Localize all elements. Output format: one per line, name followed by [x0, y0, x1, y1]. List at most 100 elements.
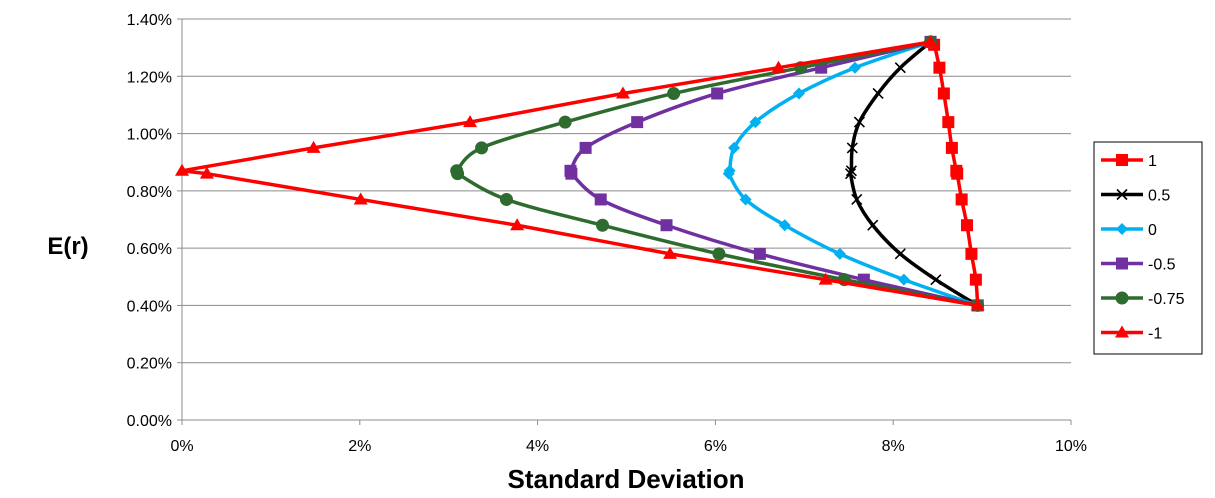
data-point [711, 87, 724, 100]
data-point [853, 116, 865, 128]
legend-entry: -0.75 [1101, 291, 1185, 308]
data-point [660, 219, 673, 232]
data-point [897, 273, 910, 286]
data-point [739, 193, 752, 206]
data-point [867, 219, 879, 231]
data-point [930, 274, 942, 286]
data-point [933, 61, 946, 74]
x-tick-label: 0% [170, 438, 193, 455]
data-point [950, 164, 963, 177]
legend-label: -0.5 [1148, 257, 1176, 274]
tick-labels: 0.00% 0.20% 0.40% 0.60% 0.80% 1.00% 1.20% 1.40%… [127, 12, 1087, 455]
data-point [175, 163, 189, 176]
data-point [945, 141, 958, 154]
legend-label: -0.75 [1148, 291, 1185, 308]
data-point [510, 218, 525, 231]
data-point [564, 164, 577, 177]
data-point [937, 87, 950, 100]
legend-marker [1116, 154, 1128, 166]
data-point [778, 219, 791, 232]
legend-marker [1115, 291, 1129, 305]
data-point [970, 298, 985, 311]
legend-label: 0 [1148, 222, 1157, 239]
legend-label: -1 [1148, 326, 1162, 343]
y-tick-label: 1.00% [127, 127, 172, 144]
data-point [450, 164, 464, 178]
y-tick-label: 0.60% [127, 241, 172, 258]
series--0.75 [450, 35, 985, 312]
data-point [851, 193, 863, 206]
data-point [846, 142, 858, 154]
data-point [594, 193, 607, 206]
data-point [663, 246, 678, 259]
x-axis-title: Standard Deviation [508, 464, 745, 494]
legend-entry: 0 [1101, 222, 1157, 239]
legend-marker [1116, 188, 1128, 201]
x-tick-label: 6% [704, 438, 727, 455]
data-point [595, 218, 609, 232]
data-point [558, 115, 572, 129]
data-point [844, 168, 857, 180]
data-point [894, 62, 906, 74]
data-point [848, 61, 861, 74]
legend-marker [1116, 257, 1128, 270]
axes [177, 18, 1072, 425]
y-axis-title: E(r) [47, 233, 88, 260]
series--0.5 [564, 35, 984, 312]
series-layer [175, 34, 985, 312]
y-tick-label: 0.40% [127, 298, 172, 315]
legend-label: 1 [1148, 153, 1157, 170]
data-point [833, 247, 846, 260]
data-point [463, 115, 478, 128]
data-point [771, 60, 786, 73]
data-point [199, 166, 214, 179]
x-tick-label: 10% [1055, 438, 1087, 455]
data-point [306, 140, 321, 153]
series-1 [924, 35, 984, 312]
data-point [818, 272, 833, 285]
data-point [712, 247, 726, 261]
data-point [894, 248, 906, 260]
data-point [631, 116, 644, 129]
y-tick-label: 0.00% [127, 413, 172, 430]
series-line [450, 40, 978, 308]
data-point [723, 164, 736, 177]
data-point [960, 219, 973, 232]
data-point [955, 193, 968, 206]
data-point [667, 86, 681, 100]
legend-entry: -0.5 [1101, 257, 1176, 274]
series-line [180, 40, 978, 308]
data-point [579, 141, 592, 154]
data-point [792, 87, 805, 100]
data-point [749, 116, 762, 129]
x-tick-label: 4% [526, 438, 549, 455]
legend-marker [1116, 223, 1128, 235]
data-point [615, 86, 630, 99]
x-tick-label: 8% [882, 438, 905, 455]
legend-items: 1 0.5 0 -0.5 -0.75 -1 [1101, 153, 1185, 343]
data-point [969, 273, 982, 286]
legend-marker [1115, 325, 1129, 338]
series--1 [175, 34, 985, 311]
data-point [872, 87, 884, 100]
y-tick-label: 0.80% [127, 184, 172, 201]
data-point [923, 34, 938, 47]
legend-label: 0.5 [1148, 188, 1170, 205]
x-tick-label: 2% [348, 438, 371, 455]
y-tick-label: 0.20% [127, 356, 172, 373]
legend-entry: -1 [1101, 325, 1162, 343]
data-point [753, 247, 766, 260]
data-point [475, 141, 489, 155]
y-tick-label: 1.40% [127, 12, 172, 29]
data-point [965, 247, 978, 260]
data-point [845, 165, 857, 177]
data-point [499, 192, 513, 206]
data-point [353, 192, 368, 205]
legend-entry: 1 [1101, 153, 1157, 170]
gridlines [182, 18, 1071, 364]
legend-entry: 0.5 [1101, 188, 1170, 205]
y-tick-label: 1.20% [127, 69, 172, 86]
legend-box [1093, 141, 1203, 355]
data-point [942, 116, 955, 129]
